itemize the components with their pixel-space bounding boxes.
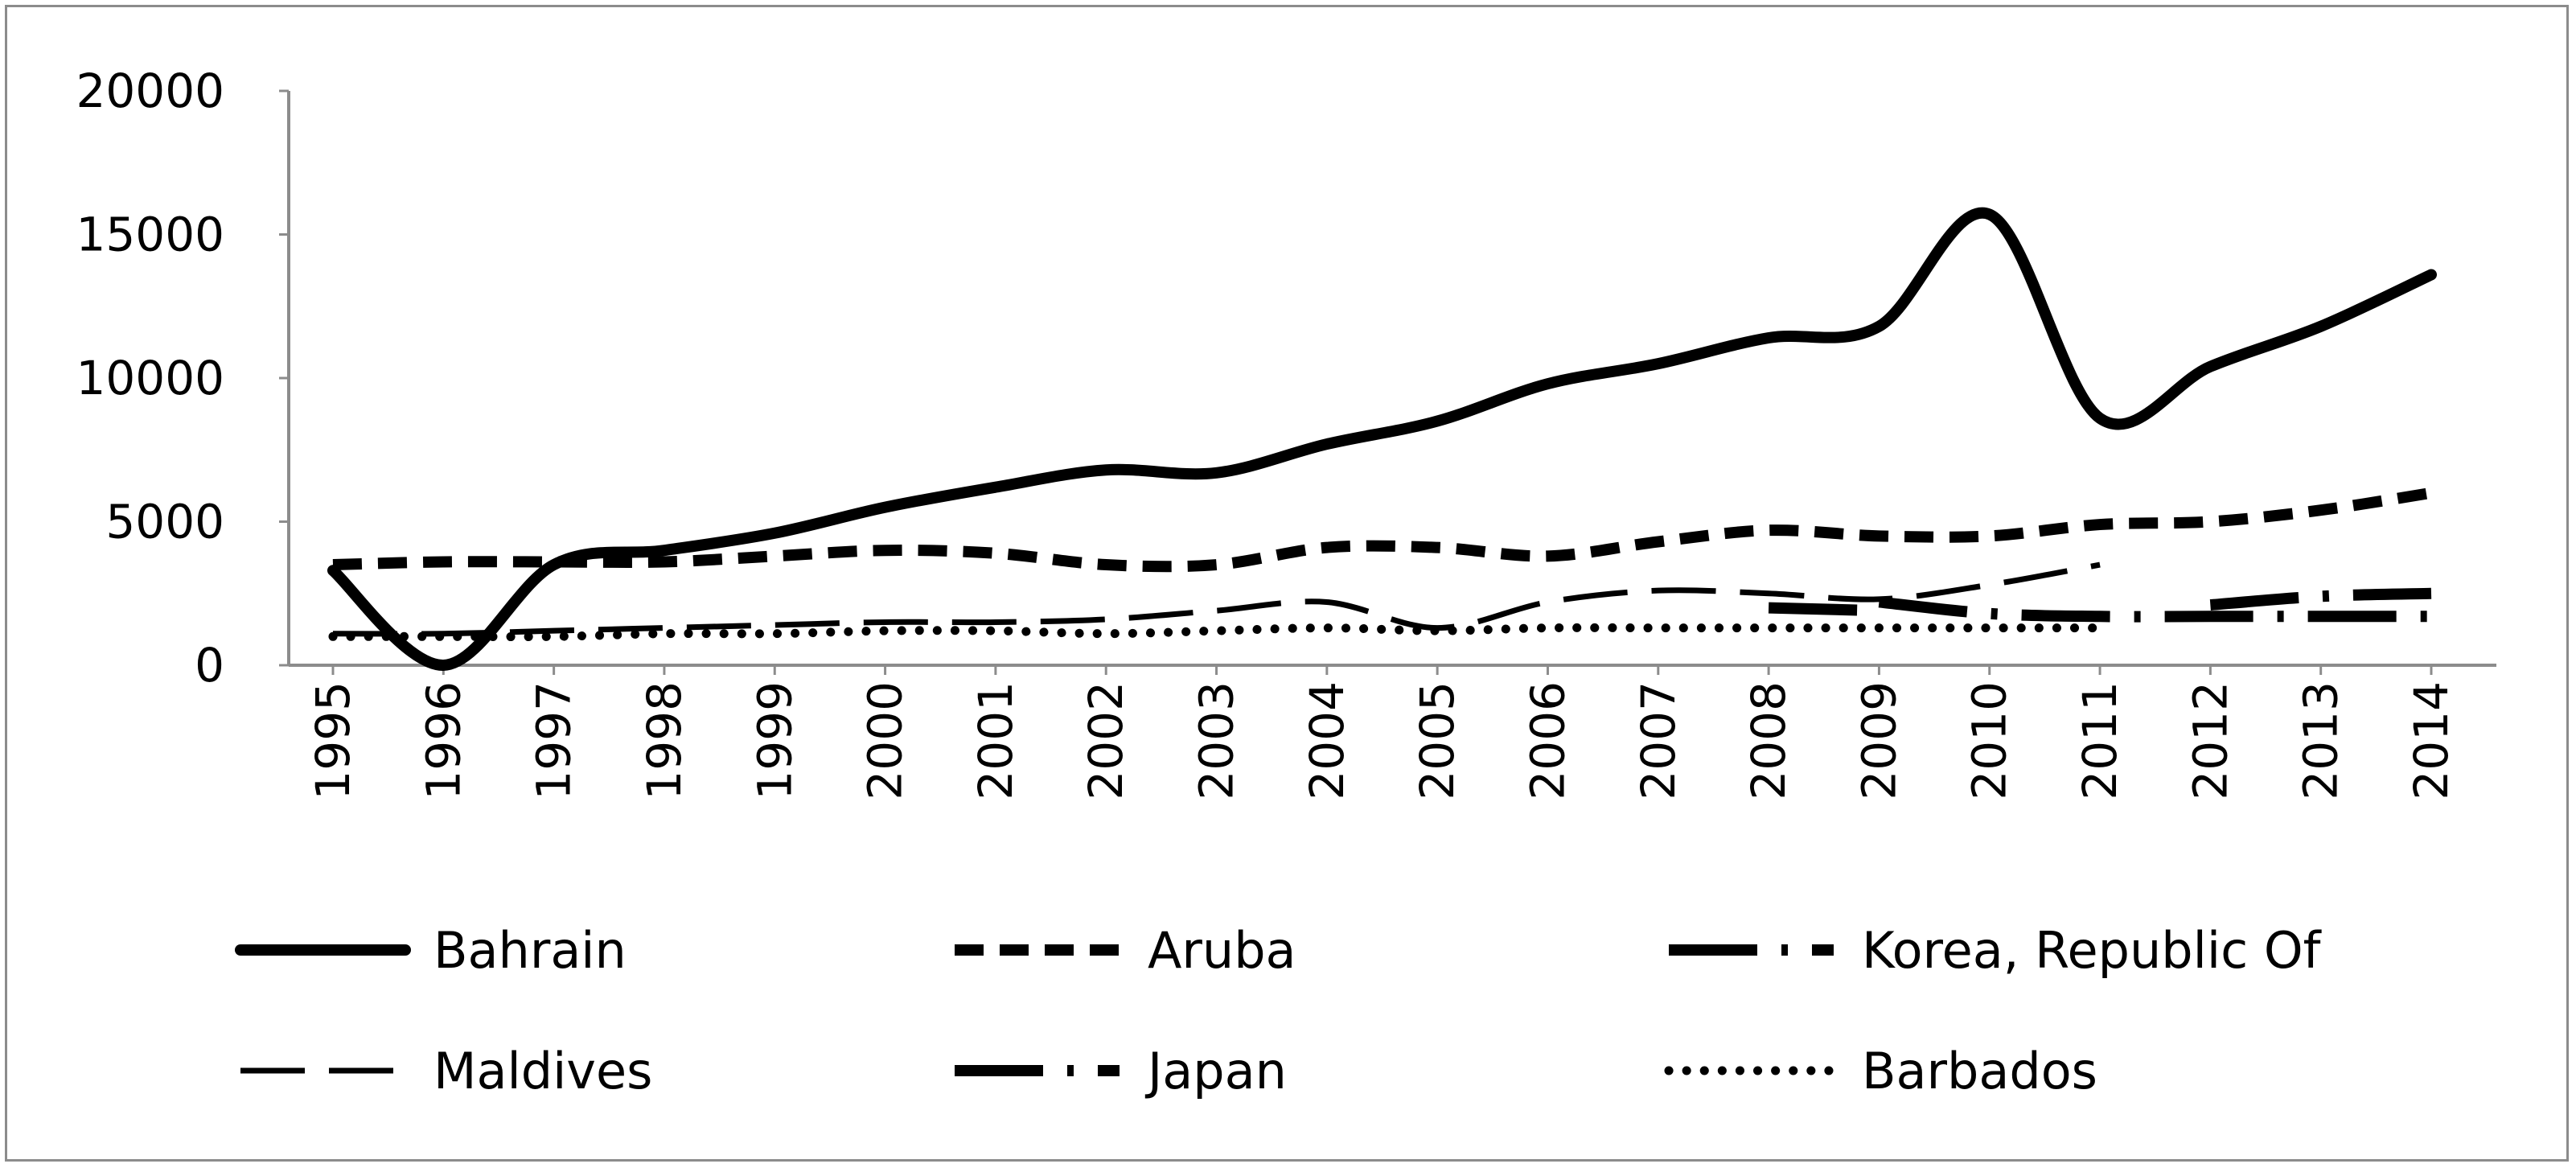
series-barbados [328,623,2105,642]
x-axis-ticks: 1995 1996 1997 1998 1999 2000 2001 2002 2003 2004… [306,665,2459,800]
series-bahrain [327,207,2437,672]
x-tick-label: 2005 [1410,681,1465,800]
series-line-bahrain [327,207,2437,672]
series-maldives [332,561,2101,637]
legend-label: Aruba [1148,921,1296,980]
x-tick-label: 2000 [858,681,913,800]
legend-label: Barbados [1862,1042,2097,1100]
legend-label: Bahrain [433,921,627,980]
legend-item-japan: Japan [955,1042,1287,1100]
x-tick-label: 2009 [1851,681,1906,800]
legend-label: Maldives [433,1042,652,1100]
legend-item-barbados: Barbados [1664,1042,2097,1100]
x-tick-label: 2003 [1189,681,1244,800]
legend-item-maldives: Maldives [240,1042,652,1100]
series-line-barbados [328,623,2105,642]
x-tick-label: 1995 [306,681,360,800]
x-tick-label: 2014 [2404,681,2459,800]
series-line-korea-republic-of [2209,587,2432,611]
legend-label: Korea, Republic Of [1862,921,2323,980]
x-tick-label: 1998 [637,681,692,800]
series-korea-republic-of [1768,587,2432,617]
x-tick-label: 2011 [2073,681,2127,800]
x-tick-label: 2010 [1962,681,2017,800]
x-tick-label: 2007 [1631,681,1686,800]
x-tick-label: 2008 [1741,681,1796,800]
legend-item-korea-republic-of: Korea, Republic Of [1669,921,2323,980]
x-tick-label: 1997 [527,681,581,800]
chart-frame: 0 5000 10000 15000 20000 1995 1996 1997 1998 199… [5,5,2569,1162]
legend: Bahrain Aruba Korea, Republic Of Maldives Ja… [235,921,2323,1100]
x-tick-label: 2001 [968,681,1023,800]
series-line-aruba [332,487,2433,573]
x-tick-label: 2012 [2183,681,2237,800]
legend-item-bahrain: Bahrain [235,921,627,980]
x-tick-label: 2004 [1300,681,1354,800]
legend-item-aruba: Aruba [955,921,1296,980]
x-tick-label: 2002 [1078,681,1133,800]
series-japan [1878,596,2431,623]
series-aruba [332,487,2433,573]
series-line-maldives [332,561,2101,637]
y-tick-label: 10000 [76,351,224,405]
axes [287,91,2496,667]
x-tick-label: 2006 [1520,681,1575,800]
y-tick-label: 5000 [105,495,224,549]
x-tick-label: 1996 [416,681,470,800]
x-tick-label: 1999 [747,681,802,800]
series-line-japan [1878,596,2431,623]
y-tick-label: 20000 [76,64,224,118]
x-tick-label: 2013 [2294,681,2348,800]
legend-label: Japan [1144,1042,1287,1100]
y-axis-ticks: 0 5000 10000 15000 20000 [76,64,289,693]
series-line-korea-republic-of [1768,602,1880,617]
y-tick-label: 0 [195,638,224,693]
y-tick-label: 15000 [76,208,224,262]
series-lines [327,207,2437,672]
